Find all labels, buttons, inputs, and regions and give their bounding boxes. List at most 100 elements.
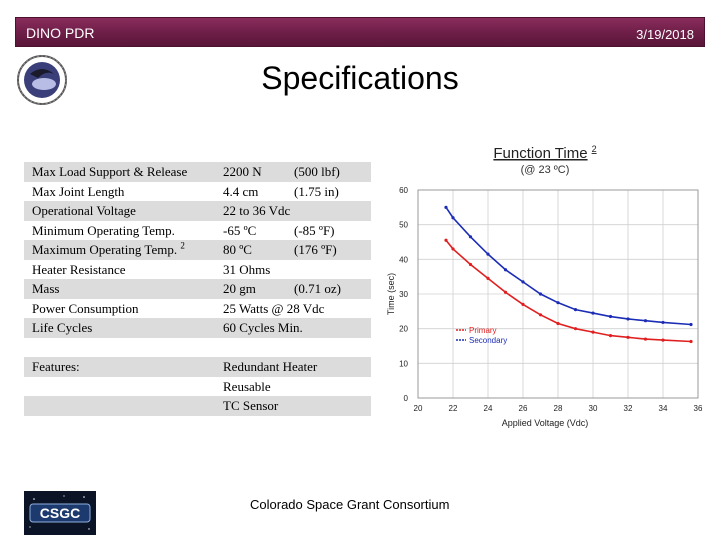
csgc-logo-text: CSGC bbox=[40, 505, 80, 521]
data-point-secondary bbox=[503, 268, 508, 272]
data-point-secondary bbox=[573, 308, 578, 312]
table-row: Power Consumption 25 Watts @ 28 Vdc bbox=[24, 299, 371, 319]
data-point-secondary bbox=[486, 252, 490, 256]
footer-text: Colorado Space Grant Consortium bbox=[250, 497, 450, 512]
spec-label-wrap: Maximum Operating Temp. 2 bbox=[32, 240, 185, 260]
data-point-primary bbox=[643, 337, 648, 341]
data-point-primary bbox=[689, 339, 693, 344]
data-point-primary bbox=[573, 327, 578, 331]
spec-value: 22 to 36 Vdc bbox=[223, 203, 291, 218]
spec-label: Features: bbox=[32, 359, 80, 374]
spec-alt-value: (176 ºF) bbox=[294, 242, 337, 257]
table-row: Mass 20 gm (0.71 oz) bbox=[24, 279, 371, 299]
legend-label: Primary bbox=[469, 326, 497, 335]
table-row: TC Sensor bbox=[24, 396, 371, 416]
x-tick-label: 32 bbox=[624, 404, 633, 413]
y-tick-label: 20 bbox=[399, 325, 408, 334]
x-tick-label: 20 bbox=[414, 404, 423, 413]
spec-value: 20 gm bbox=[223, 281, 256, 296]
spec-label: Minimum Operating Temp. bbox=[32, 222, 175, 238]
table-row: Minimum Operating Temp. -65 ºC (-85 ºF) bbox=[24, 221, 371, 241]
spec-value: 80 ºC bbox=[223, 242, 252, 257]
slide-date: 3/19/2018 bbox=[636, 27, 694, 42]
data-point-secondary bbox=[661, 320, 665, 325]
x-axis-label: Applied Voltage (Vdc) bbox=[502, 418, 589, 428]
legend-label: Secondary bbox=[469, 336, 507, 345]
spec-label: Mass bbox=[32, 281, 60, 296]
spec-value: TC Sensor bbox=[223, 398, 279, 413]
slide-title: Specifications bbox=[261, 60, 459, 96]
x-tick-label: 22 bbox=[449, 404, 458, 413]
x-tick-label: 28 bbox=[554, 404, 563, 413]
spec-value: Redundant Heater bbox=[223, 359, 318, 374]
spec-alt-value: (-85 ºF) bbox=[294, 222, 335, 238]
dino-logo bbox=[17, 55, 67, 105]
table-row: Max Joint Length 4.4 cm (1.75 in) bbox=[24, 182, 371, 202]
data-point-primary bbox=[661, 338, 665, 342]
data-point-primary bbox=[626, 335, 630, 339]
y-tick-label: 30 bbox=[399, 290, 408, 299]
table-row: Features: Redundant Heater bbox=[24, 357, 371, 377]
spec-value: 31 Ohms bbox=[223, 261, 271, 277]
spec-label: Maximum Operating Temp. bbox=[32, 242, 178, 257]
y-tick-label: 0 bbox=[404, 394, 409, 403]
y-tick-label: 10 bbox=[399, 359, 408, 368]
chart-subtitle: (@ 23 ºC) bbox=[521, 164, 570, 176]
data-point-secondary bbox=[689, 322, 693, 327]
table-row: Operational Voltage 22 to 36 Vdc bbox=[24, 201, 371, 221]
spec-label: Max Load Support & Release bbox=[32, 164, 188, 179]
chart-title-footnote: 2 bbox=[592, 144, 597, 154]
table-row: Maximum Operating Temp. 2 80 ºC (176 ºF) bbox=[24, 240, 371, 260]
plot-frame bbox=[417, 189, 699, 399]
data-point-secondary bbox=[451, 216, 455, 220]
function-time-chart: Function Time 2 (@ 23 ºC) 20 22 24 26 28 30 32 34 3… bbox=[386, 144, 703, 428]
data-point-primary bbox=[503, 290, 508, 294]
x-tick-label: 26 bbox=[519, 404, 528, 413]
spec-value: 60 Cycles Min. bbox=[223, 320, 303, 335]
data-point-primary bbox=[556, 321, 560, 326]
table-row: Reusable bbox=[24, 377, 371, 397]
y-tick-label: 40 bbox=[399, 255, 408, 264]
x-tick-label: 30 bbox=[589, 404, 598, 413]
data-point-secondary bbox=[538, 292, 543, 296]
data-point-primary bbox=[521, 302, 525, 306]
table-row: Max Load Support & Release 2200 N (500 lbf… bbox=[24, 162, 371, 182]
spec-footnote: 2 bbox=[180, 240, 185, 251]
specifications-table: Max Load Support & Release 2200 N (500 lbf… bbox=[24, 162, 371, 416]
data-point-primary bbox=[538, 313, 543, 317]
spec-label: Max Joint Length bbox=[32, 183, 125, 199]
spec-alt-value: (500 lbf) bbox=[294, 164, 340, 179]
data-point-secondary bbox=[521, 280, 525, 284]
y-tick-label: 60 bbox=[399, 186, 408, 195]
y-axis-label: Time (sec) bbox=[386, 273, 396, 315]
spec-alt-value: (1.75 in) bbox=[294, 183, 339, 199]
x-tick-label: 36 bbox=[694, 404, 703, 413]
data-point-primary bbox=[486, 276, 490, 280]
spec-value: -65 ºC bbox=[223, 222, 257, 238]
data-point-primary bbox=[444, 238, 448, 242]
spec-value: 2200 N bbox=[223, 164, 262, 179]
data-point-secondary bbox=[608, 314, 613, 319]
data-point-secondary bbox=[643, 319, 648, 323]
spec-label: Operational Voltage bbox=[32, 203, 136, 218]
x-tick-label: 34 bbox=[659, 404, 668, 413]
data-point-secondary bbox=[444, 205, 448, 209]
spec-alt-value: (0.71 oz) bbox=[294, 281, 341, 296]
spec-value: 25 Watts @ 28 Vdc bbox=[223, 300, 325, 316]
spec-label: Heater Resistance bbox=[32, 261, 126, 277]
y-tick-label: 50 bbox=[399, 221, 408, 230]
data-point-secondary bbox=[556, 301, 560, 305]
table-gap bbox=[24, 338, 371, 358]
spec-value: 4.4 cm bbox=[223, 183, 259, 199]
presentation-name: DINO PDR bbox=[26, 25, 95, 41]
chart-title: Function Time 2 bbox=[493, 144, 596, 162]
table-row: Life Cycles 60 Cycles Min. bbox=[24, 318, 371, 338]
spec-label: Power Consumption bbox=[32, 300, 139, 316]
data-point-primary bbox=[468, 262, 473, 267]
header-bar: DINO PDR 3/19/2018 bbox=[15, 17, 705, 47]
data-point-primary bbox=[451, 247, 455, 251]
data-point-secondary bbox=[468, 235, 473, 239]
table-row: Heater Resistance 31 Ohms bbox=[24, 260, 371, 280]
spec-value: Reusable bbox=[223, 378, 271, 394]
chart-title-text: Function Time bbox=[493, 145, 587, 162]
